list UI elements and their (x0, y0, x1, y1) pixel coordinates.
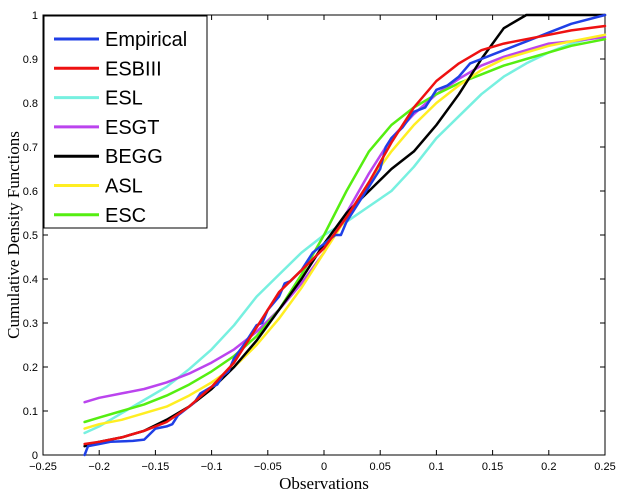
legend-item-esl: ESL (54, 88, 143, 110)
x-tick-label: −0.05 (254, 461, 282, 473)
legend-item-empirical: Empirical (54, 29, 187, 51)
series-line-esbiii (83, 24, 607, 446)
y-tick-label: 0.5 (23, 230, 38, 242)
legend-label: ESL (105, 88, 143, 110)
legend-item-asl: ASL (54, 176, 143, 198)
x-tick-label: −0.2 (88, 461, 110, 473)
x-tick-label: −0.15 (141, 461, 169, 473)
y-tick-label: 0.4 (23, 274, 38, 286)
x-axis-title: Observations (279, 474, 369, 493)
x-tick-label: −0.1 (201, 461, 223, 473)
legend-label: ESBIII (105, 58, 162, 80)
x-tick-label: 0 (321, 461, 327, 473)
legend-label: Empirical (105, 29, 187, 51)
x-tick-label: −0.25 (29, 461, 57, 473)
series-lines (83, 13, 607, 457)
y-tick-label: 0 (32, 450, 38, 462)
x-tick-label: 0.15 (482, 461, 503, 473)
x-tick-label: 0.25 (594, 461, 615, 473)
y-tick-label: 0.3 (23, 318, 38, 330)
legend-label: ESC (105, 205, 146, 227)
x-tick-label: 0.1 (429, 461, 444, 473)
legend-label: ASL (105, 176, 143, 198)
legend-label: ESGT (105, 117, 159, 139)
series-line-esc (83, 37, 607, 424)
y-tick-label: 0.6 (23, 186, 38, 198)
y-tick-label: 0.9 (23, 54, 38, 66)
legend: Empirical ESBIII ESL ESGT BEGG ASL ESC (43, 15, 208, 229)
y-tick-label: 0.1 (23, 406, 38, 418)
legend-label: BEGG (105, 146, 163, 168)
y-tick-label: 0.8 (23, 98, 38, 110)
legend-box (43, 15, 208, 229)
y-tick-label: 1 (32, 10, 38, 22)
legend-item-esbiii: ESBIII (54, 58, 162, 80)
axis-tick-labels: −0.25 −0.2 −0.15 −0.1 −0.05 0 0.05 0.1 0.15 0.2 0.… (23, 10, 616, 473)
x-tick-label: 0.05 (369, 461, 390, 473)
legend-item-esc: ESC (54, 205, 146, 227)
x-tick-label: 0.2 (541, 461, 556, 473)
series-line-begg (83, 13, 607, 448)
y-tick-label: 0.2 (23, 362, 38, 374)
y-axis-title: Cumulative Density Functions (4, 131, 23, 339)
legend-item-begg: BEGG (54, 146, 163, 168)
y-tick-label: 0.7 (23, 142, 38, 154)
legend-item-esgt: ESGT (54, 117, 159, 139)
